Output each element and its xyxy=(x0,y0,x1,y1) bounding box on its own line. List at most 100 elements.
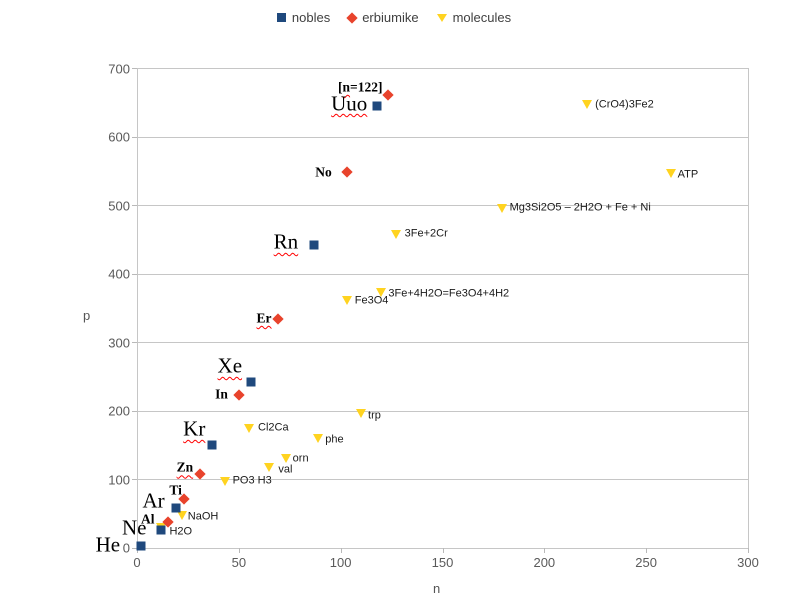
y-tick-mark xyxy=(132,479,137,480)
marker-3fe-4h2o-fe3o4-4h2 xyxy=(376,287,387,297)
misspell-squiggle: n xyxy=(342,78,351,94)
marker-uuo xyxy=(372,101,382,111)
marker-fe3o4 xyxy=(341,296,352,306)
marker-n-122 xyxy=(381,89,394,101)
gridline xyxy=(137,136,748,138)
x-tick-mark xyxy=(442,547,444,553)
label-trp: trp xyxy=(368,409,381,422)
legend-label-molecules: molecules xyxy=(452,10,512,25)
label-3fe-2cr: 3Fe+2Cr xyxy=(404,227,448,240)
label-he: He xyxy=(95,532,121,557)
legend-label-nobles: nobles xyxy=(291,10,331,25)
marker-trp xyxy=(356,409,367,419)
y-tick-mark xyxy=(132,273,137,275)
marker-kr xyxy=(207,440,217,450)
marker-phe xyxy=(313,433,324,443)
label-cl2ca: Cl2Ca xyxy=(258,421,289,434)
x-tick-mark xyxy=(748,547,749,553)
label-atp: ATP xyxy=(677,168,699,181)
x-tick-mark xyxy=(646,547,648,553)
label-al: Al xyxy=(141,511,155,527)
y-tick-label: 300 xyxy=(108,335,130,350)
nobles-square-marker-icon xyxy=(276,13,286,22)
label-n-122: [n=122] xyxy=(338,78,383,94)
label-ti: Ti xyxy=(169,482,182,498)
label-uuo: Uuo xyxy=(331,91,368,116)
label-orn: orn xyxy=(292,452,309,465)
marker-po3-h3 xyxy=(219,476,230,486)
marker-he xyxy=(136,541,146,551)
marker-cl2ca xyxy=(244,424,255,434)
marker-xe xyxy=(246,377,256,387)
gridline xyxy=(137,479,748,480)
gridline xyxy=(137,68,748,69)
label-phe: phe xyxy=(325,433,344,446)
x-tick-mark xyxy=(238,547,240,553)
x-tick-label: 200 xyxy=(533,554,556,570)
molecules-triangle-marker-icon xyxy=(436,13,447,22)
y-tick-label: 100 xyxy=(108,472,130,487)
legend-label-erbiumike: erbiumike xyxy=(362,10,419,25)
y-tick-label: 400 xyxy=(108,266,130,282)
x-axis-title: n xyxy=(433,581,441,596)
label-naoh: NaOH xyxy=(187,510,219,523)
marker-no xyxy=(341,166,353,178)
y-tick-label: 600 xyxy=(108,129,130,145)
label-in: In xyxy=(215,385,228,401)
y-tick-mark xyxy=(132,68,137,69)
label-h2o: H2O xyxy=(169,525,193,538)
label-po3-h3: PO3 H3 xyxy=(232,474,272,487)
y-tick-mark xyxy=(132,410,137,412)
legend-item-molecules: molecules xyxy=(436,10,512,25)
y-tick-mark xyxy=(132,342,137,343)
marker-ar xyxy=(171,503,181,513)
x-tick-label: 100 xyxy=(329,554,352,570)
x-tick-label: 250 xyxy=(635,554,658,570)
label-rn: Rn xyxy=(273,229,299,254)
label-ne: Ne xyxy=(121,515,147,540)
y-tick-mark xyxy=(132,205,137,206)
gridline xyxy=(137,205,748,206)
marker-ne xyxy=(156,525,166,535)
label-no: No xyxy=(315,164,332,180)
legend-item-nobles: nobles xyxy=(276,10,331,25)
marker-er xyxy=(271,313,284,325)
marker-orn xyxy=(280,454,291,464)
label-ar: Ar xyxy=(142,488,165,513)
x-tick-label: 0 xyxy=(133,554,141,570)
y-axis-line xyxy=(137,68,138,548)
marker-naoh xyxy=(176,510,187,520)
right-border-line xyxy=(748,68,749,548)
marker-cro4-3fe2 xyxy=(582,100,593,110)
y-tick-mark xyxy=(132,547,137,549)
y-tick-label: 200 xyxy=(108,403,130,419)
marker-rn xyxy=(309,240,319,250)
x-tick-mark xyxy=(340,547,342,553)
y-tick-label: 700 xyxy=(108,61,130,76)
y-tick-mark xyxy=(132,136,137,138)
legend-item-erbiumike: erbiumike xyxy=(346,10,419,25)
label-zn: Zn xyxy=(176,459,194,475)
y-axis-title: p xyxy=(83,308,91,323)
label-3fe-4h2o-fe3o4-4h2: 3Fe+4H2O=Fe3O4+4H2 xyxy=(388,287,510,300)
label-mg3si2o5-2h2o-fe-ni: Mg3Si2O5 – 2H2O + Fe + Ni xyxy=(509,201,651,214)
marker-val xyxy=(264,462,275,472)
marker-mg3si2o5-2h2o-fe-ni xyxy=(496,204,507,214)
gridline xyxy=(137,410,748,412)
marker-3fe-2cr xyxy=(390,229,401,239)
y-tick-label: 0 xyxy=(122,540,130,556)
label-fe3o4: Fe3O4 xyxy=(354,294,389,307)
legend: nobles erbiumike molecules xyxy=(0,10,788,25)
label-xe: Xe xyxy=(217,353,243,378)
label-cro4-3fe2: (CrO4)3Fe2 xyxy=(595,98,654,111)
label-er: Er xyxy=(256,309,272,325)
label-val: val xyxy=(278,463,293,476)
x-tick-mark xyxy=(544,547,546,553)
label-kr: Kr xyxy=(183,416,206,441)
gridline xyxy=(137,342,748,343)
y-tick-label: 500 xyxy=(108,198,130,213)
x-tick-label: 50 xyxy=(231,554,247,570)
x-tick-label: 150 xyxy=(431,554,454,570)
